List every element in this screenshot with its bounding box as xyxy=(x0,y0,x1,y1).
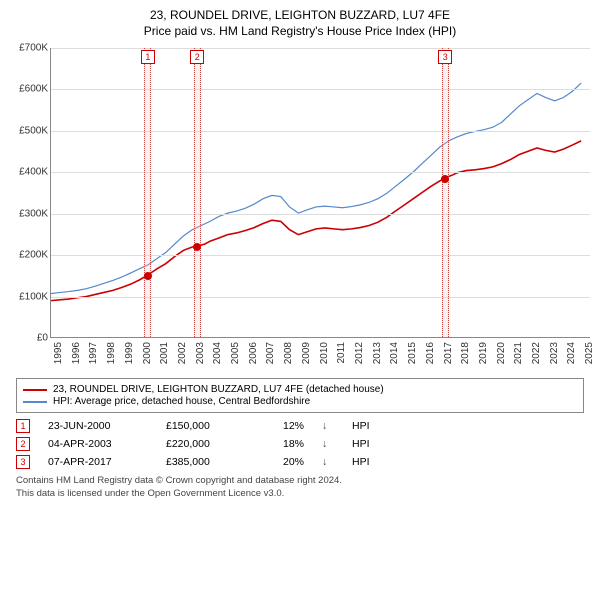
sale-number-box: 1 xyxy=(16,419,30,433)
legend-row: 23, ROUNDEL DRIVE, LEIGHTON BUZZARD, LU7… xyxy=(23,384,577,395)
y-tick-label: £500K xyxy=(8,125,48,136)
gridline-h xyxy=(51,48,590,49)
y-tick-label: £700K xyxy=(8,43,48,54)
sale-dot xyxy=(193,243,201,251)
sale-number-box: 3 xyxy=(16,455,30,469)
sale-date: 23-JUN-2000 xyxy=(48,420,148,432)
chart-area: £0 £100K £200K £300K £400K £500K £600K £700K 1 2… xyxy=(8,44,592,374)
sale-band xyxy=(194,48,201,337)
sale-dot xyxy=(144,272,152,280)
y-tick-label: £100K xyxy=(8,291,48,302)
y-tick-label: £300K xyxy=(8,208,48,219)
y-tick-label: £600K xyxy=(8,84,48,95)
legend-swatch xyxy=(23,389,47,391)
sales-row: 3 07-APR-2017 £385,000 20% ↓ HPI xyxy=(16,455,584,469)
footer-line-1: Contains HM Land Registry data © Crown c… xyxy=(16,475,584,488)
sale-band xyxy=(442,48,449,337)
legend: 23, ROUNDEL DRIVE, LEIGHTON BUZZARD, LU7… xyxy=(16,378,584,413)
sale-marker-box: 1 xyxy=(141,50,155,64)
attribution-footer: Contains HM Land Registry data © Crown c… xyxy=(16,475,584,501)
chart-subtitle: Price paid vs. HM Land Registry's House … xyxy=(8,24,592,38)
footer-line-2: This data is licensed under the Open Gov… xyxy=(16,488,584,501)
sales-row: 1 23-JUN-2000 £150,000 12% ↓ HPI xyxy=(16,419,584,433)
gridline-h xyxy=(51,297,590,298)
legend-row: HPI: Average price, detached house, Cent… xyxy=(23,396,577,407)
sale-date: 07-APR-2017 xyxy=(48,456,148,468)
sales-table: 1 23-JUN-2000 £150,000 12% ↓ HPI 2 04-APR-2003 £… xyxy=(16,419,584,469)
y-tick-label: £0 xyxy=(8,333,48,344)
down-arrow-icon: ↓ xyxy=(322,438,334,450)
gridline-h xyxy=(51,255,590,256)
sale-price: £385,000 xyxy=(166,456,246,468)
sales-row: 2 04-APR-2003 £220,000 18% ↓ HPI xyxy=(16,437,584,451)
x-tick-label: 2025 xyxy=(584,342,600,364)
sale-hpi-label: HPI xyxy=(352,420,382,432)
gridline-h xyxy=(51,89,590,90)
gridline-h xyxy=(51,214,590,215)
legend-label: 23, ROUNDEL DRIVE, LEIGHTON BUZZARD, LU7… xyxy=(53,384,384,395)
y-tick-label: £400K xyxy=(8,167,48,178)
chart-title: 23, ROUNDEL DRIVE, LEIGHTON BUZZARD, LU7… xyxy=(8,8,592,22)
sale-hpi-label: HPI xyxy=(352,438,382,450)
sale-dot xyxy=(441,175,449,183)
sale-price: £150,000 xyxy=(166,420,246,432)
sale-pct: 20% xyxy=(264,456,304,468)
sale-marker-box: 2 xyxy=(190,50,204,64)
down-arrow-icon: ↓ xyxy=(322,456,334,468)
gridline-h xyxy=(51,172,590,173)
sale-band xyxy=(144,48,151,337)
sale-marker-box: 3 xyxy=(438,50,452,64)
sale-pct: 18% xyxy=(264,438,304,450)
plot-region: 1 2 3 xyxy=(50,48,590,338)
legend-swatch xyxy=(23,401,47,403)
legend-label: HPI: Average price, detached house, Cent… xyxy=(53,396,310,407)
gridline-h xyxy=(51,131,590,132)
sale-price: £220,000 xyxy=(166,438,246,450)
series-hpi xyxy=(51,83,581,294)
line-series-svg xyxy=(51,48,590,337)
sale-hpi-label: HPI xyxy=(352,456,382,468)
sale-date: 04-APR-2003 xyxy=(48,438,148,450)
down-arrow-icon: ↓ xyxy=(322,420,334,432)
y-tick-label: £200K xyxy=(8,250,48,261)
series-price_paid xyxy=(51,141,581,301)
sale-number-box: 2 xyxy=(16,437,30,451)
sale-pct: 12% xyxy=(264,420,304,432)
